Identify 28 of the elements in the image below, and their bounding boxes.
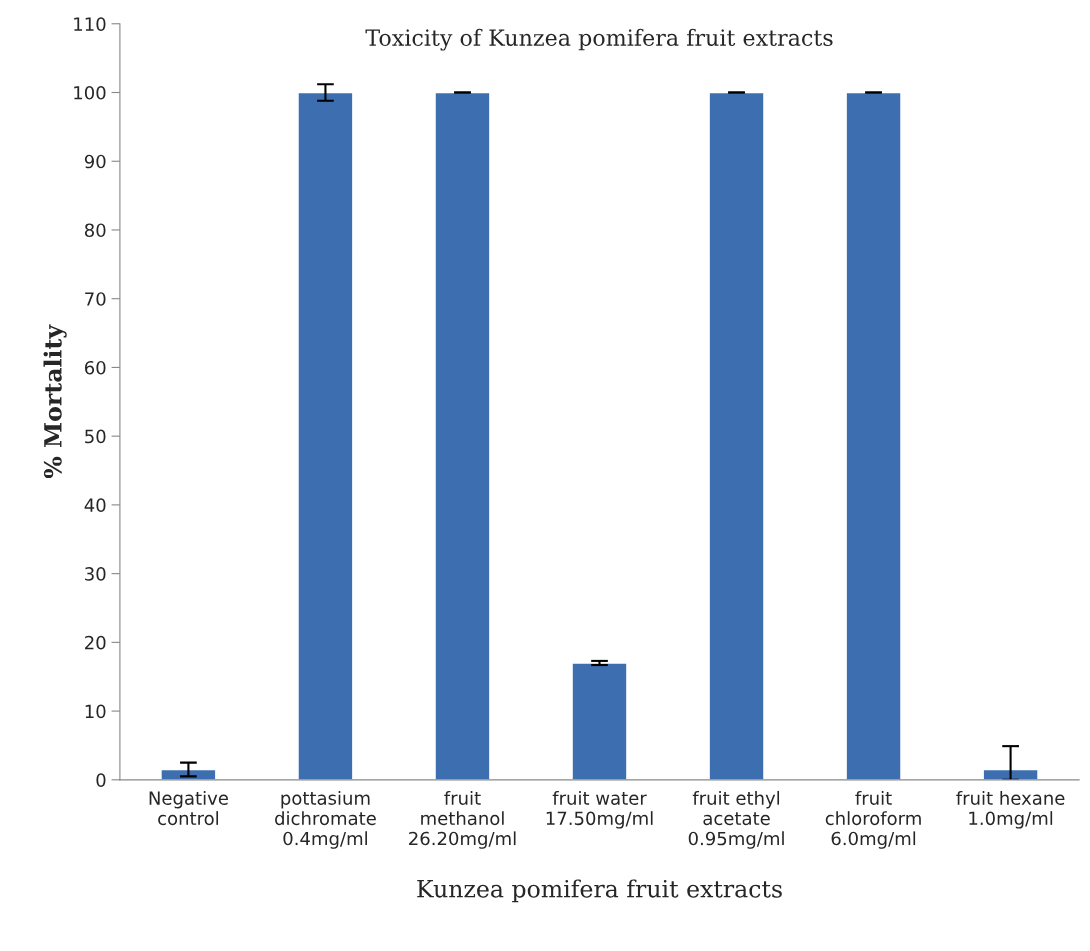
x-tick-label: fruit water 17.50mg/ml <box>546 790 653 829</box>
y-tick-label: 80 <box>84 223 106 238</box>
x-tick-label: fruit chloroform 6.0mg/ml <box>825 790 921 849</box>
bar <box>297 91 354 780</box>
y-tick-label: 110 <box>74 17 106 31</box>
x-tick-label: fruit methanol 26.20mg/ml <box>409 790 516 849</box>
y-tick-label: 50 <box>85 429 106 444</box>
x-tick-label: Negative control <box>149 790 228 826</box>
y-axis-title: % Mortality <box>43 324 67 479</box>
bar <box>845 91 902 780</box>
y-tick-label: 60 <box>84 360 106 375</box>
bar <box>571 662 628 780</box>
bar <box>434 91 491 780</box>
chart-title: Toxicity of Kunzea pomifera fruit extracts <box>365 28 833 51</box>
y-tick-label: 40 <box>84 498 106 513</box>
y-tick-label: 100 <box>74 85 106 100</box>
x-tick-label: pottasium dichromate 0.4mg/ml <box>275 790 376 849</box>
y-tick-label: 20 <box>85 635 106 650</box>
y-tick-label: 10 <box>85 704 106 719</box>
x-axis-title: Kunzea pomifera fruit extracts <box>417 879 782 903</box>
y-tick-label: 70 <box>85 292 106 306</box>
bar <box>708 91 765 780</box>
y-tick-label: 90 <box>84 154 106 169</box>
bar <box>982 768 1039 780</box>
y-tick-label: 0 <box>96 773 106 787</box>
y-tick-label: 30 <box>85 567 106 581</box>
x-tick-label: fruit ethyl acetate 0.95mg/ml <box>688 790 784 849</box>
x-tick-label: fruit hexane 1.0mg/ml <box>956 790 1065 829</box>
